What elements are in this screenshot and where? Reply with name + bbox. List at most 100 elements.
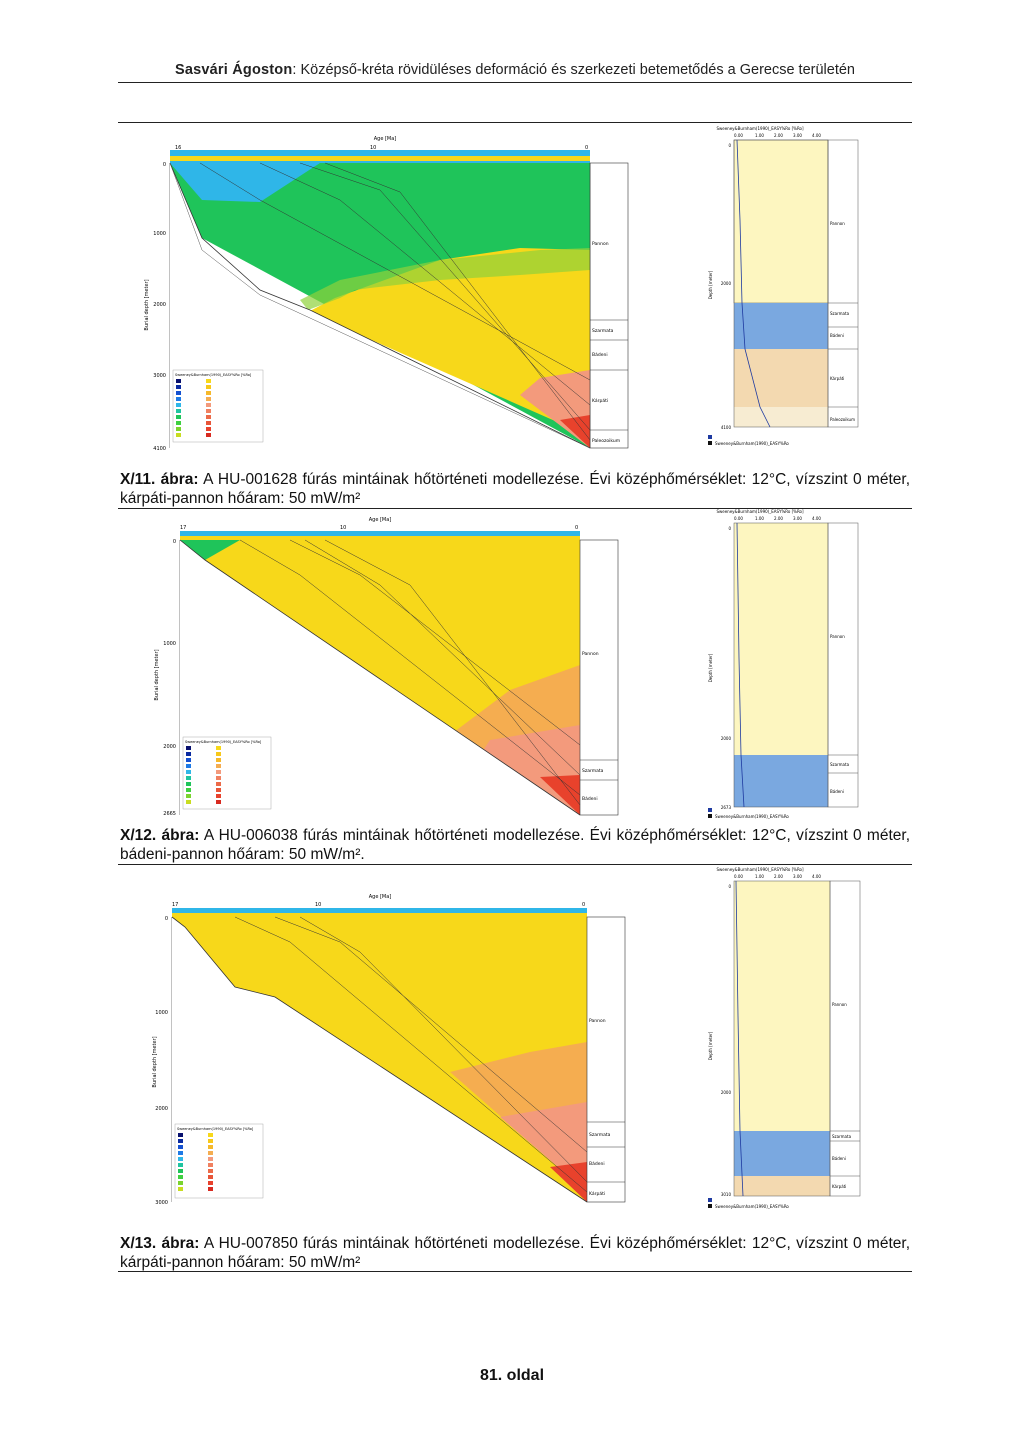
svg-text:4.00: 4.00	[812, 516, 821, 521]
svg-text:2.00: 2.00	[774, 133, 783, 138]
svg-text:Age [Ma]: Age [Ma]	[369, 894, 392, 900]
figure-12-calibration-chart: Sweeney&Burnham(1990)_EASY%Ro [%Ro] 0.00…	[708, 509, 859, 819]
figure-13-caption: X/13. ábra: A HU-007850 fúrás mintáinak …	[120, 1234, 910, 1272]
age-tick: 10	[370, 145, 376, 151]
svg-text:Depth [meter]: Depth [meter]	[708, 653, 713, 682]
figure-11-calibration-chart: Sweeney&Burnham(1990)_EASY%Ro [%Ro] 0.00…	[708, 126, 859, 446]
cal-axis-label: Sweeney&Burnham(1990)_EASY%Ro [%Ro]	[716, 126, 804, 131]
svg-text:Pannon: Pannon	[582, 651, 599, 657]
age-tick: 16	[175, 145, 181, 151]
svg-text:0: 0	[582, 902, 585, 908]
running-header: Sasvári Ágoston: Középső-kréta rövidülés…	[175, 62, 855, 78]
svg-text:2000: 2000	[155, 1106, 168, 1112]
figure-11-caption: X/11. ábra: A HU-001628 fúrás mintáinak …	[120, 470, 910, 508]
figure-number: X/13. ábra:	[120, 1235, 200, 1252]
svg-text:Szarmata: Szarmata	[830, 762, 850, 767]
caption-text: A HU-006038 fúrás mintáinak hőtörténeti …	[120, 827, 911, 863]
svg-text:Burial depth [meter]: Burial depth [meter]	[152, 1036, 158, 1087]
svg-text:2.00: 2.00	[774, 874, 783, 879]
page-number: 81. oldal	[479, 1367, 545, 1384]
svg-text:10: 10	[315, 902, 321, 908]
stage-label: Paleozoikum	[592, 438, 620, 444]
svg-text:Pannon: Pannon	[830, 634, 845, 639]
svg-text:Bádeni: Bádeni	[589, 1160, 605, 1167]
svg-text:0: 0	[728, 143, 731, 148]
svg-text:0: 0	[575, 525, 578, 531]
svg-text:4.00: 4.00	[812, 133, 821, 138]
svg-text:3.00: 3.00	[793, 516, 802, 521]
svg-text:10: 10	[340, 525, 346, 531]
svg-text:Burial depth [meter]: Burial depth [meter]	[154, 649, 160, 700]
svg-text:1.00: 1.00	[755, 874, 764, 879]
svg-text:0: 0	[173, 539, 176, 545]
depth-tick: 3000	[153, 373, 166, 379]
svg-text:Szarmata: Szarmata	[832, 1134, 852, 1139]
svg-text:Szarmata: Szarmata	[582, 768, 604, 774]
svg-text:Szarmata: Szarmata	[830, 311, 850, 316]
figure-top-rule	[118, 122, 912, 123]
svg-text:Pannon: Pannon	[589, 1018, 606, 1024]
svg-text:Bádeni: Bádeni	[832, 1156, 846, 1161]
legend-title: Sweeney&Burnham(1990)_EASY%Ro [%Ro]	[175, 373, 252, 377]
svg-text:2000: 2000	[163, 744, 176, 750]
vitrinite-legend: Sweeney&Burnham(1990)_EASY%Ro [%Ro]	[172, 369, 264, 443]
figure-number: X/11. ábra:	[120, 471, 199, 488]
svg-text:Pannon: Pannon	[832, 1002, 847, 1007]
age-axis-label: Age [Ma]	[374, 136, 397, 142]
figure-rule	[118, 864, 912, 865]
svg-text:Kárpáti: Kárpáti	[830, 376, 844, 381]
svg-text:3.00: 3.00	[793, 133, 802, 138]
svg-text:Sweeney&Burnham(1990)_EASY%Ro: Sweeney&Burnham(1990)_EASY%Ro [%Ro]	[185, 740, 262, 744]
svg-text:Szarmata: Szarmata	[589, 1132, 611, 1138]
svg-text:0: 0	[165, 916, 168, 922]
figure-12-caption: X/12. ábra: A HU-006038 fúrás mintáinak …	[120, 826, 910, 864]
svg-text:17: 17	[172, 902, 178, 908]
svg-text:Sweeney&Burnham(1990)_EASY%Ro: Sweeney&Burnham(1990)_EASY%Ro	[715, 1204, 789, 1209]
svg-text:2000: 2000	[721, 1090, 732, 1095]
svg-text:Bádeni: Bádeni	[830, 333, 844, 338]
svg-text:4100: 4100	[721, 425, 732, 430]
svg-text:Sweeney&Burnham(1990)_EASY%Ro: Sweeney&Burnham(1990)_EASY%Ro	[715, 441, 789, 446]
depth-tick: 4100	[153, 446, 166, 452]
svg-text:2.00: 2.00	[774, 516, 783, 521]
svg-text:2665: 2665	[163, 811, 176, 817]
depth-tick: 0	[163, 162, 166, 168]
stage-label: Pannon	[592, 241, 609, 247]
svg-text:4.00: 4.00	[812, 874, 821, 879]
svg-text:17: 17	[180, 525, 186, 531]
header-title: Középső-kréta rövidüléses deformáció és …	[300, 62, 855, 78]
depth-tick: 2000	[153, 302, 166, 308]
svg-text:Sweeney&Burnham(1990)_EASY%Ro: Sweeney&Burnham(1990)_EASY%Ro [%Ro]	[716, 509, 804, 514]
svg-text:0.00: 0.00	[734, 874, 743, 879]
svg-text:Bádeni: Bádeni	[582, 795, 598, 802]
svg-text:Kárpáti: Kárpáti	[832, 1184, 846, 1189]
svg-text:2000: 2000	[721, 281, 732, 286]
svg-text:3000: 3000	[155, 1200, 168, 1206]
svg-text:3.00: 3.00	[793, 874, 802, 879]
svg-text:0.00: 0.00	[734, 516, 743, 521]
svg-text:Kárpáti: Kárpáti	[589, 1190, 605, 1197]
svg-text:Sweeney&Burnham(1990)_EASY%Ro: Sweeney&Burnham(1990)_EASY%Ro [%Ro]	[716, 867, 804, 872]
depth-axis-label: Burial depth [meter]	[144, 279, 150, 330]
vitrinite-legend: Sweeney&Burnham(1990)_EASY%Ro [%Ro]	[182, 736, 272, 810]
svg-text:Pannon: Pannon	[830, 221, 845, 226]
svg-text:3010: 3010	[721, 1192, 732, 1197]
svg-text:Paleozoikum: Paleozoikum	[830, 417, 855, 422]
svg-text:1.00: 1.00	[755, 133, 764, 138]
svg-text:Sweeney&Burnham(1990)_EASY%Ro: Sweeney&Burnham(1990)_EASY%Ro [%Ro]	[177, 1127, 254, 1131]
svg-text:Depth [meter]: Depth [meter]	[708, 1031, 713, 1060]
figure-rule	[118, 508, 912, 509]
svg-text:1.00: 1.00	[755, 516, 764, 521]
svg-text:Age [Ma]: Age [Ma]	[369, 517, 392, 523]
svg-text:2673: 2673	[721, 805, 732, 810]
figure-number: X/12. ábra:	[120, 827, 200, 844]
svg-text:Bádeni: Bádeni	[830, 789, 844, 794]
svg-text:2000: 2000	[721, 736, 732, 741]
caption-text: A HU-007850 fúrás mintáinak hőtörténeti …	[120, 1235, 911, 1271]
svg-text:1000: 1000	[163, 641, 176, 647]
svg-text:0: 0	[728, 526, 731, 531]
header-rule	[118, 82, 912, 83]
svg-text:Sweeney&Burnham(1990)_EASY%Ro: Sweeney&Burnham(1990)_EASY%Ro	[715, 814, 789, 819]
svg-text:1000: 1000	[155, 1010, 168, 1016]
age-tick: 0	[585, 145, 588, 151]
